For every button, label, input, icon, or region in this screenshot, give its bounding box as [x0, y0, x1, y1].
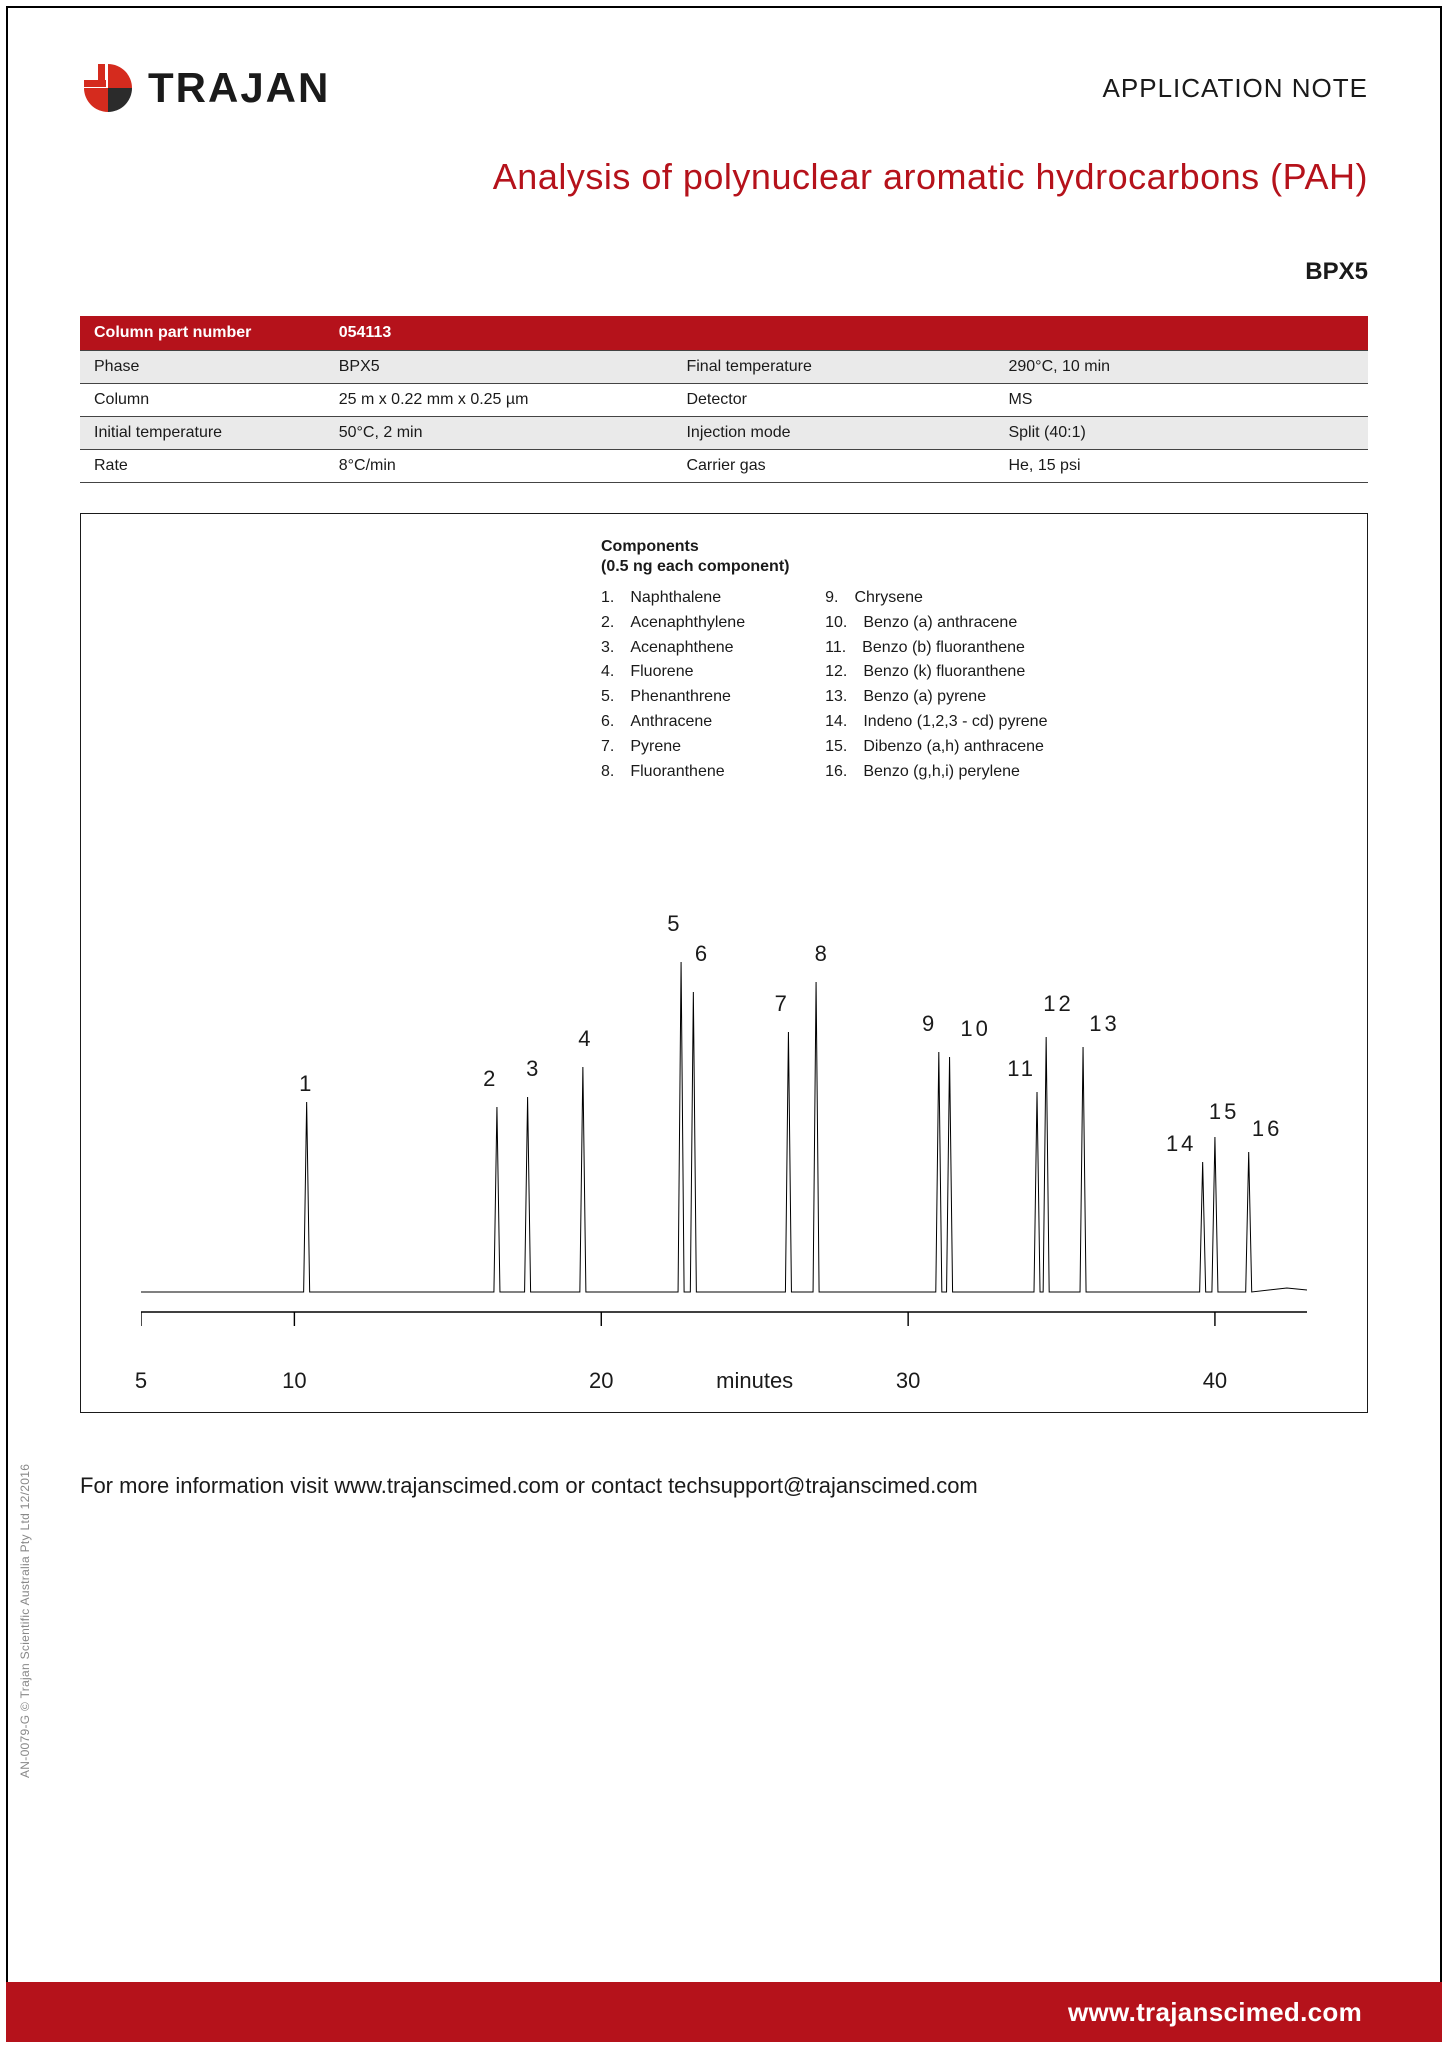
peak-label: 15	[1209, 1099, 1239, 1125]
component-item: 10. Benzo (a) anthracene	[825, 611, 1047, 636]
spec-cell: He, 15 psi	[994, 450, 1368, 483]
peak-label: 1	[299, 1071, 314, 1097]
spec-cell: Final temperature	[672, 351, 994, 384]
spec-cell: MS	[994, 384, 1368, 417]
chromatogram-svg	[141, 842, 1307, 1362]
x-axis-labels: 510203040minutes	[141, 1368, 1307, 1398]
spec-cell: Column	[80, 384, 325, 417]
logo-mark-icon	[80, 60, 136, 116]
peak-label: 4	[578, 1026, 593, 1052]
spec-table: Column part number 054113 Phase BPX5 Fin…	[80, 316, 1368, 483]
spec-cell: Phase	[80, 351, 325, 384]
component-item: 7. Pyrene	[601, 735, 745, 760]
logo: TRAJAN	[80, 60, 330, 116]
peak-label: 9	[922, 1011, 937, 1037]
component-item: 6. Anthracene	[601, 710, 745, 735]
spec-cell: 290°C, 10 min	[994, 351, 1368, 384]
peak-label: 14	[1166, 1131, 1196, 1157]
peak-label: 12	[1043, 991, 1073, 1017]
footer-url: www.trajanscimed.com	[1068, 1997, 1362, 2028]
header-label: APPLICATION NOTE	[1103, 73, 1368, 104]
components-col-1: 1. Naphthalene2. Acenaphthylene3. Acenap…	[601, 586, 745, 784]
spec-hdr-1: 054113	[325, 316, 1368, 351]
spec-cell: Rate	[80, 450, 325, 483]
component-item: 8. Fluoranthene	[601, 760, 745, 785]
x-tick-label: 40	[1203, 1368, 1227, 1394]
component-item: 9. Chrysene	[825, 586, 1047, 611]
x-tick-label: 30	[896, 1368, 920, 1394]
spec-cell: BPX5	[325, 351, 673, 384]
header-row: TRAJAN APPLICATION NOTE	[80, 60, 1368, 116]
peak-label: 6	[695, 941, 710, 967]
peak-label: 13	[1089, 1011, 1119, 1037]
x-axis-title: minutes	[716, 1368, 793, 1394]
document-code: AN-0079-G © Trajan Scientific Australia …	[18, 1464, 32, 1778]
component-item: 16. Benzo (g,h,i) perylene	[825, 760, 1047, 785]
chromatogram-plot: 12345678910111213141516	[141, 842, 1307, 1362]
component-item: 4. Fluorene	[601, 660, 745, 685]
components-col-2: 9. Chrysene10. Benzo (a) anthracene11. B…	[825, 586, 1047, 784]
component-item: 5. Phenanthrene	[601, 685, 745, 710]
page-title: Analysis of polynuclear aromatic hydroca…	[80, 156, 1368, 198]
components-legend: Components (0.5 ng each component) 1. Na…	[601, 538, 1047, 784]
peak-label: 16	[1252, 1116, 1282, 1142]
spec-row: Column 25 m x 0.22 mm x 0.25 µm Detector…	[80, 384, 1368, 417]
component-item: 2. Acenaphthylene	[601, 611, 745, 636]
peak-label: 7	[775, 991, 790, 1017]
spec-header-row: Column part number 054113	[80, 316, 1368, 351]
peak-label: 2	[483, 1066, 498, 1092]
component-item: 14. Indeno (1,2,3 - cd) pyrene	[825, 710, 1047, 735]
chromatogram-box: Components (0.5 ng each component) 1. Na…	[80, 513, 1368, 1413]
spec-cell: 50°C, 2 min	[325, 417, 673, 450]
x-tick-label: 5	[135, 1368, 147, 1394]
spec-cell: Split (40:1)	[994, 417, 1368, 450]
spec-cell: 8°C/min	[325, 450, 673, 483]
components-subtitle: (0.5 ng each component)	[601, 558, 1047, 576]
spec-cell: Initial temperature	[80, 417, 325, 450]
components-title: Components	[601, 538, 1047, 556]
peak-label: 10	[960, 1016, 990, 1042]
component-item: 11. Benzo (b) fluoranthene	[825, 636, 1047, 661]
x-tick-label: 20	[589, 1368, 613, 1394]
spec-hdr-0: Column part number	[80, 316, 325, 351]
spec-cell: Detector	[672, 384, 994, 417]
component-item: 3. Acenaphthene	[601, 636, 745, 661]
peak-label: 8	[815, 941, 830, 967]
peak-label: 3	[526, 1056, 541, 1082]
spec-row: Phase BPX5 Final temperature 290°C, 10 m…	[80, 351, 1368, 384]
x-tick-label: 10	[282, 1368, 306, 1394]
more-info-text: For more information visit www.trajansci…	[80, 1473, 1368, 1499]
page-subtitle: BPX5	[80, 258, 1368, 286]
footer-bar: www.trajanscimed.com	[6, 1982, 1442, 2042]
spec-row: Rate 8°C/min Carrier gas He, 15 psi	[80, 450, 1368, 483]
spec-cell: Carrier gas	[672, 450, 994, 483]
component-item: 1. Naphthalene	[601, 586, 745, 611]
spec-cell: 25 m x 0.22 mm x 0.25 µm	[325, 384, 673, 417]
spec-row: Initial temperature 50°C, 2 min Injectio…	[80, 417, 1368, 450]
brand-name: TRAJAN	[148, 64, 330, 112]
component-item: 12. Benzo (k) fluoranthene	[825, 660, 1047, 685]
peak-label: 11	[1007, 1056, 1036, 1082]
peak-label: 5	[667, 911, 682, 937]
component-item: 13. Benzo (a) pyrene	[825, 685, 1047, 710]
spec-cell: Injection mode	[672, 417, 994, 450]
component-item: 15. Dibenzo (a,h) anthracene	[825, 735, 1047, 760]
content-area: TRAJAN APPLICATION NOTE Analysis of poly…	[80, 60, 1368, 1519]
